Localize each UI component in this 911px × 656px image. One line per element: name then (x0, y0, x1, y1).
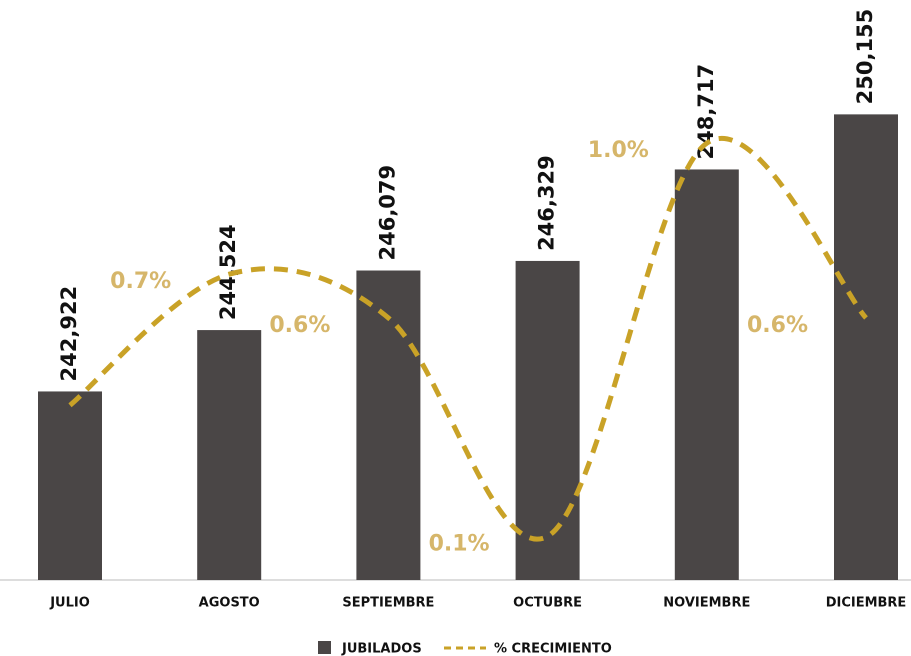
value-label: 246,079 (375, 165, 399, 261)
bar (674, 169, 739, 580)
bar (197, 330, 262, 580)
line-value-label: 0.6% (269, 313, 330, 338)
x-tick-label: AGOSTO (199, 596, 260, 611)
bar (834, 114, 898, 581)
x-tick-label: OCTUBRE (513, 596, 582, 611)
value-label: 250,155 (853, 9, 877, 105)
x-tick-label: NOVIEMBRE (663, 596, 750, 611)
x-tick-label: DICIEMBRE (826, 596, 907, 611)
legend-swatch (318, 641, 331, 654)
line-value-label: 0.1% (429, 531, 490, 556)
line (68, 136, 868, 542)
x-tick-label: JULIO (49, 596, 90, 611)
legend-label: JUBILADOS (341, 642, 422, 656)
bar (38, 391, 102, 580)
bar (356, 270, 421, 580)
x-tick-label: SEPTIEMBRE (342, 596, 434, 611)
line-value-label: 0.7% (110, 269, 171, 294)
legend-label: % CRECIMIENTO (494, 642, 612, 656)
value-label: 242,922 (57, 286, 81, 382)
bar (515, 260, 580, 580)
line-value-label: 0.6% (747, 313, 808, 338)
value-label: 246,329 (535, 155, 559, 251)
line-value-label: 1.0% (588, 138, 649, 163)
